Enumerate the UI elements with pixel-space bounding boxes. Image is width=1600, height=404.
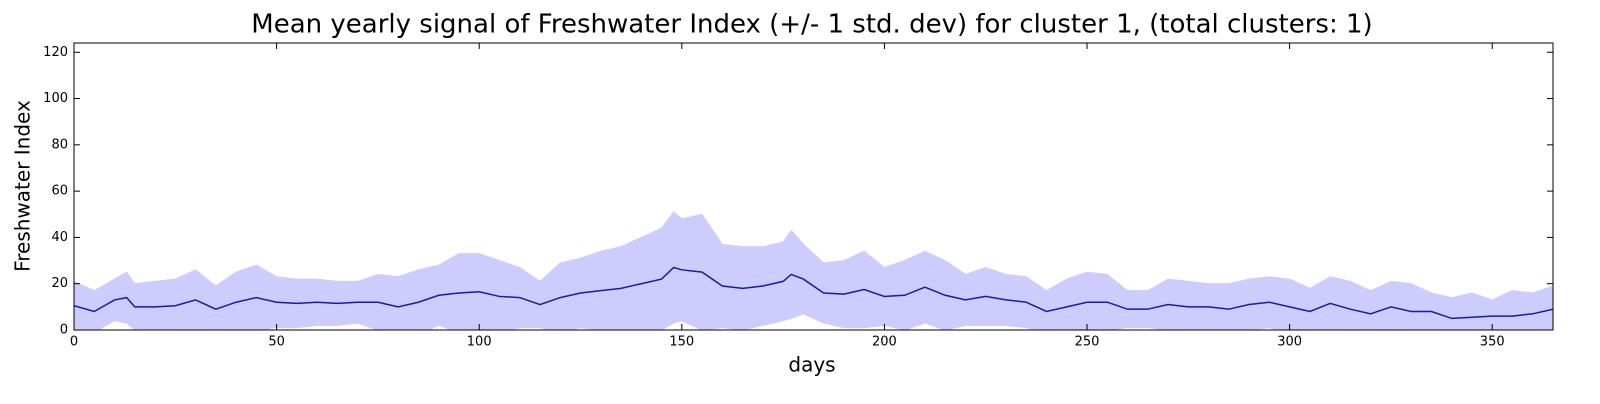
- y-tick-label: 0: [60, 323, 68, 338]
- std-band: [74, 211, 1553, 330]
- y-axis-label: Freshwater Index: [11, 100, 35, 272]
- plot-frame: [73, 42, 1554, 331]
- x-tick-label: 0: [70, 335, 78, 350]
- mean-line: [74, 266, 1553, 320]
- x-tick-label: 150: [669, 335, 694, 350]
- x-tick-label: 350: [1480, 335, 1505, 350]
- x-axis-label: days: [788, 353, 835, 377]
- y-tick-label: 60: [51, 184, 68, 199]
- x-tick-label: 300: [1277, 335, 1302, 350]
- y-tick-label: 20: [51, 276, 68, 291]
- y-tick-label: 80: [51, 137, 68, 152]
- x-tick-label: 250: [1075, 335, 1100, 350]
- chart-title: Mean yearly signal of Freshwater Index (…: [251, 10, 1372, 40]
- y-tick-label: 100: [43, 91, 68, 106]
- y-tick-label: 40: [51, 230, 68, 245]
- x-tick-label: 50: [268, 335, 285, 350]
- x-tick-label: 100: [467, 335, 492, 350]
- y-tick-label: 120: [43, 45, 68, 60]
- x-tick-label: 200: [872, 335, 897, 350]
- plot-area: [74, 211, 1553, 330]
